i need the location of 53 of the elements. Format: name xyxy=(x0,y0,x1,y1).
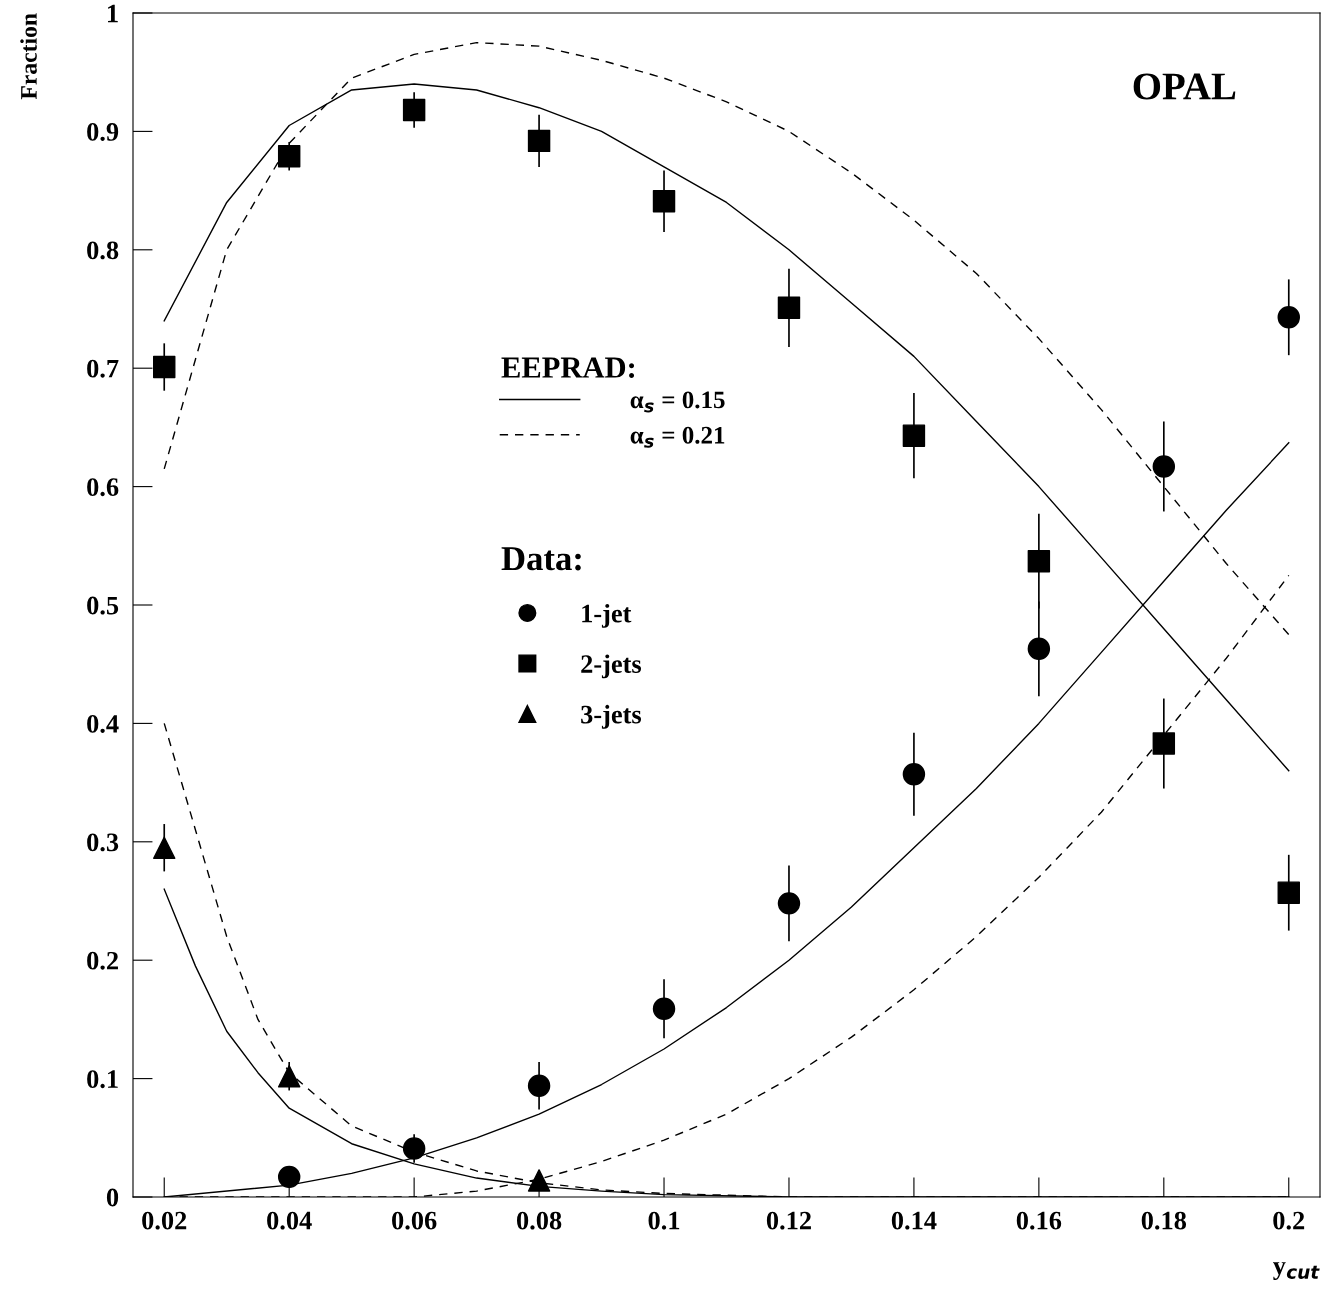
x-tick-label: 0.18 xyxy=(1141,1211,1187,1230)
point xyxy=(153,355,176,379)
y-tick-label: 0.1 xyxy=(87,1070,118,1089)
y-tick-label: 0.3 xyxy=(87,833,119,852)
x-tick-label: 0.14 xyxy=(891,1211,937,1230)
point xyxy=(1277,306,1300,329)
y-tick-label: 0.6 xyxy=(87,478,119,497)
legend-label: 2-jets xyxy=(581,654,642,679)
point xyxy=(777,892,801,915)
legend-label: 1-jet xyxy=(582,603,632,628)
x-tick-label: 0.1 xyxy=(648,1211,680,1230)
point xyxy=(902,763,926,786)
legend-label: α$_{s}$ = 0.21 xyxy=(630,426,725,448)
point xyxy=(652,190,676,213)
annotation: EEPRAD: xyxy=(501,357,635,378)
x-tick-label: 0.06 xyxy=(392,1211,437,1230)
point xyxy=(277,145,301,168)
point xyxy=(527,1074,551,1097)
y-axis-title: Fraction xyxy=(20,13,37,100)
annotation: OPAL xyxy=(1133,73,1236,100)
x-tick-label: 0.02 xyxy=(142,1211,187,1230)
x-tick-label: 0.04 xyxy=(267,1211,312,1230)
legend-title: Data: xyxy=(501,547,581,571)
point xyxy=(402,1137,426,1160)
y-tick-label: 0.8 xyxy=(87,241,119,260)
point xyxy=(153,836,176,859)
x-tick-label: 0.2 xyxy=(1273,1211,1305,1230)
point xyxy=(402,98,426,122)
y-tick-label: 0.7 xyxy=(87,359,119,378)
x-axis-title: y$_{cut}$ xyxy=(1273,1262,1320,1280)
point xyxy=(1027,637,1051,661)
x-tick-label: 0.08 xyxy=(516,1211,562,1230)
x-tick-label: 0.16 xyxy=(1016,1211,1062,1230)
legend-label: α$_{s}$ = 0.15 xyxy=(630,391,725,413)
y-tick-label: 0.5 xyxy=(87,596,119,615)
point xyxy=(277,1165,301,1189)
point xyxy=(1152,732,1176,755)
point xyxy=(1277,881,1300,904)
y-tick-label: 0.9 xyxy=(87,123,119,141)
y-tick-label: 0 xyxy=(106,1188,119,1207)
point xyxy=(527,1169,551,1192)
y-tick-label: 1 xyxy=(108,4,118,23)
point xyxy=(902,424,926,447)
x-tick-label: 0.12 xyxy=(766,1211,811,1230)
y-tick-label: 0.2 xyxy=(87,951,118,970)
point xyxy=(277,1065,301,1088)
point xyxy=(1152,455,1176,478)
legend-label: 3-jets xyxy=(581,704,642,729)
y-tick-label: 0.4 xyxy=(87,715,119,733)
point xyxy=(777,296,801,320)
point xyxy=(652,997,676,1020)
point xyxy=(527,129,551,153)
point xyxy=(1027,549,1051,573)
